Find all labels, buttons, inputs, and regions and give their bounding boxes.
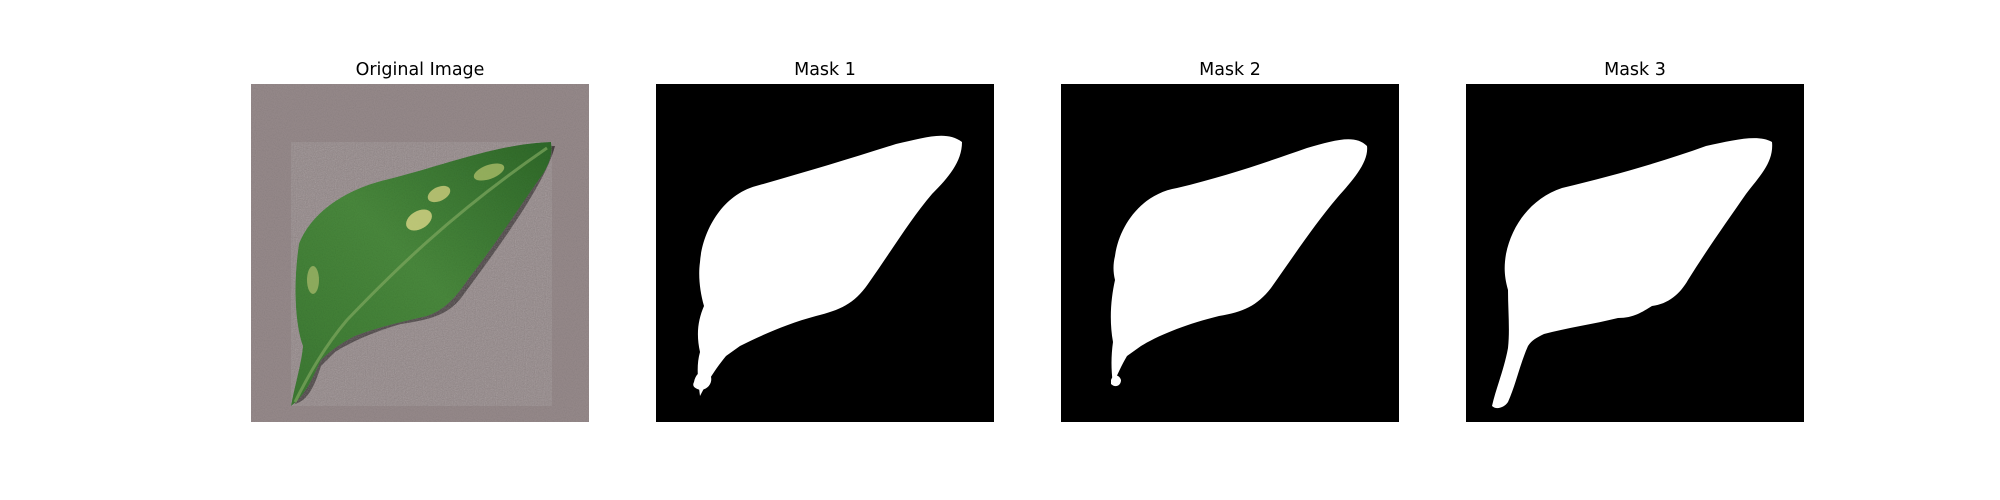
leaf-lesion bbox=[307, 266, 319, 294]
leaf-lesion bbox=[427, 185, 451, 203]
mask-foreground bbox=[697, 135, 962, 396]
mask-foreground bbox=[1111, 375, 1121, 387]
mask-foreground bbox=[693, 371, 712, 390]
panel-title: Mask 1 bbox=[794, 60, 856, 80]
mask-foreground bbox=[1110, 139, 1368, 384]
panel-original-image: Original Image bbox=[251, 0, 589, 500]
panel-mask-3: Mask 3 bbox=[1466, 0, 1804, 500]
mask-2-image bbox=[1061, 84, 1399, 422]
leaf-midrib bbox=[293, 146, 548, 403]
leaf-lesion bbox=[406, 209, 432, 231]
leaf-blade bbox=[291, 142, 552, 406]
panel-mask-1: Mask 1 bbox=[656, 0, 994, 500]
mask-1-image bbox=[656, 84, 994, 422]
leaf-lesion bbox=[473, 163, 505, 181]
mask-3-image bbox=[1466, 84, 1804, 422]
panel-title: Original Image bbox=[355, 60, 485, 80]
original-leaf-image bbox=[251, 84, 589, 422]
panel-title: Mask 2 bbox=[1199, 60, 1261, 80]
panel-mask-2: Mask 2 bbox=[1061, 0, 1399, 500]
panel-title: Mask 3 bbox=[1604, 60, 1666, 80]
mask-foreground bbox=[1492, 138, 1773, 409]
